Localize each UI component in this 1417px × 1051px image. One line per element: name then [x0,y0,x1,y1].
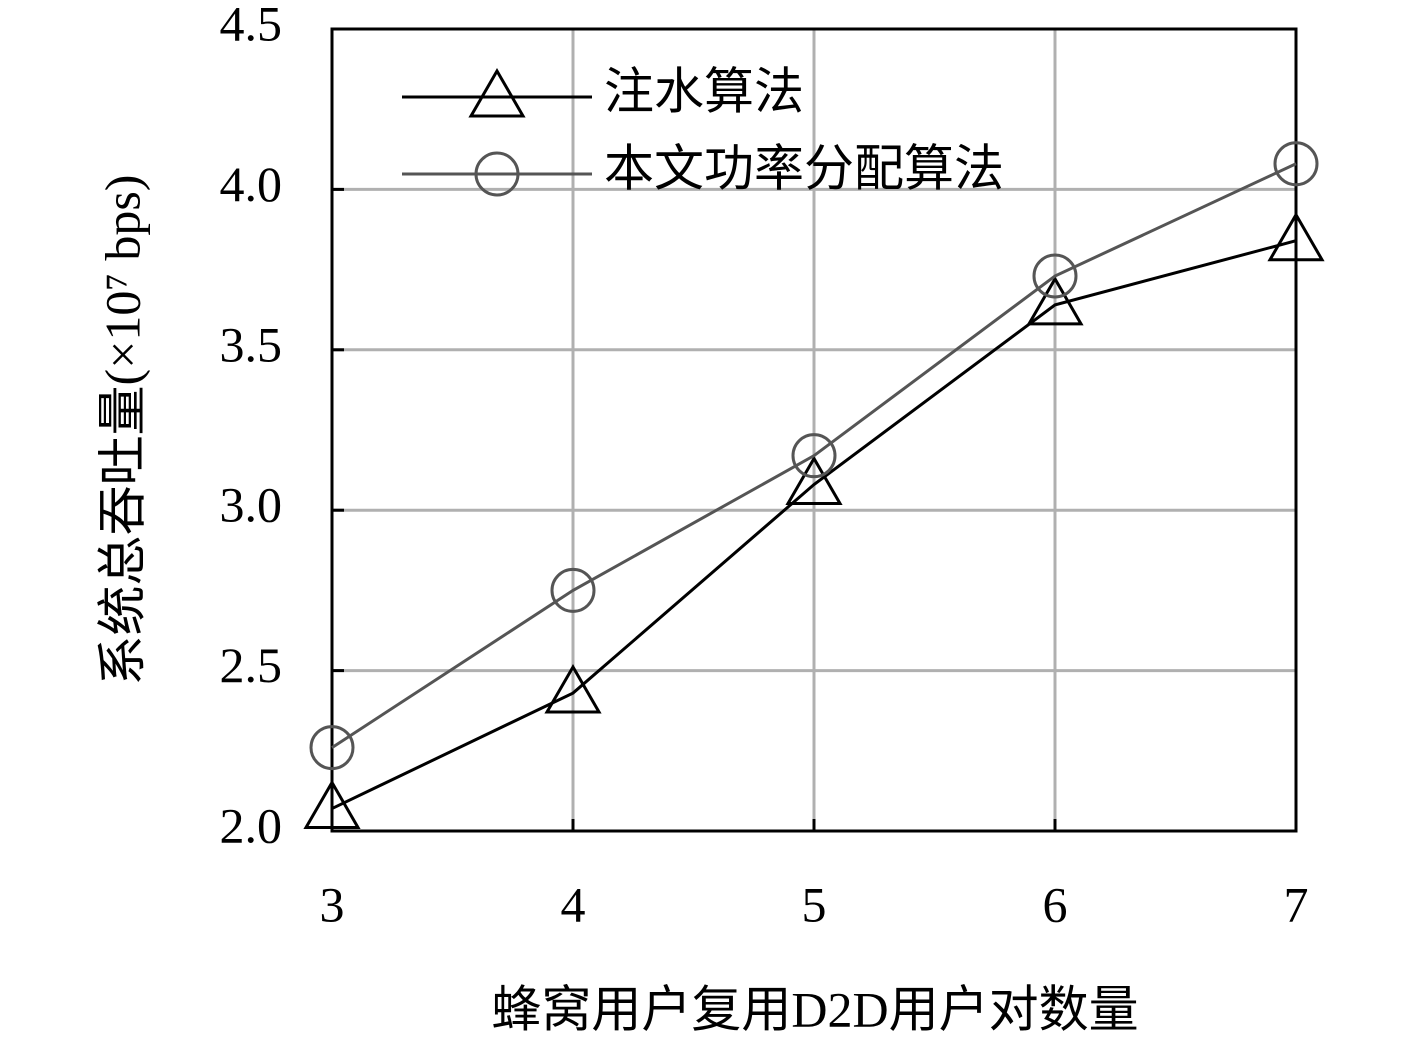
legend-label: 注水算法 [604,63,804,119]
marker [1032,253,1078,299]
legend-marker [468,68,526,118]
series-line [331,162,1297,749]
marker [550,567,596,613]
x-tick-label: 6 [1043,876,1068,932]
marker [303,779,361,830]
y-tick-label: 4.0 [220,156,283,212]
legend-marker [474,151,520,197]
x-tick-label: 3 [320,876,345,932]
series-line [331,239,1297,810]
legend-label: 本文功率分配算法 [604,140,1004,196]
marker [544,664,602,714]
x-tick-label: 4 [561,876,586,932]
marker [1026,275,1084,326]
y-axis-label: 系统总吞吐量(×10⁷ bps) [94,175,150,686]
y-tick-label: 4.5 [220,0,283,51]
y-tick-label: 3.5 [220,316,283,372]
y-tick-label: 2.0 [220,797,283,853]
marker [785,455,843,506]
marker [791,433,837,479]
plot-frame [330,27,1298,833]
x-tick-label: 7 [1284,876,1309,932]
x-axis-label: 蜂窝用户复用D2D用户对数量 [491,981,1138,1037]
marker [1273,141,1319,187]
marker [1267,211,1325,262]
y-tick-label: 3.0 [220,477,283,533]
x-tick-label: 5 [802,876,827,932]
marker [309,725,355,771]
y-tick-label: 2.5 [220,637,283,693]
